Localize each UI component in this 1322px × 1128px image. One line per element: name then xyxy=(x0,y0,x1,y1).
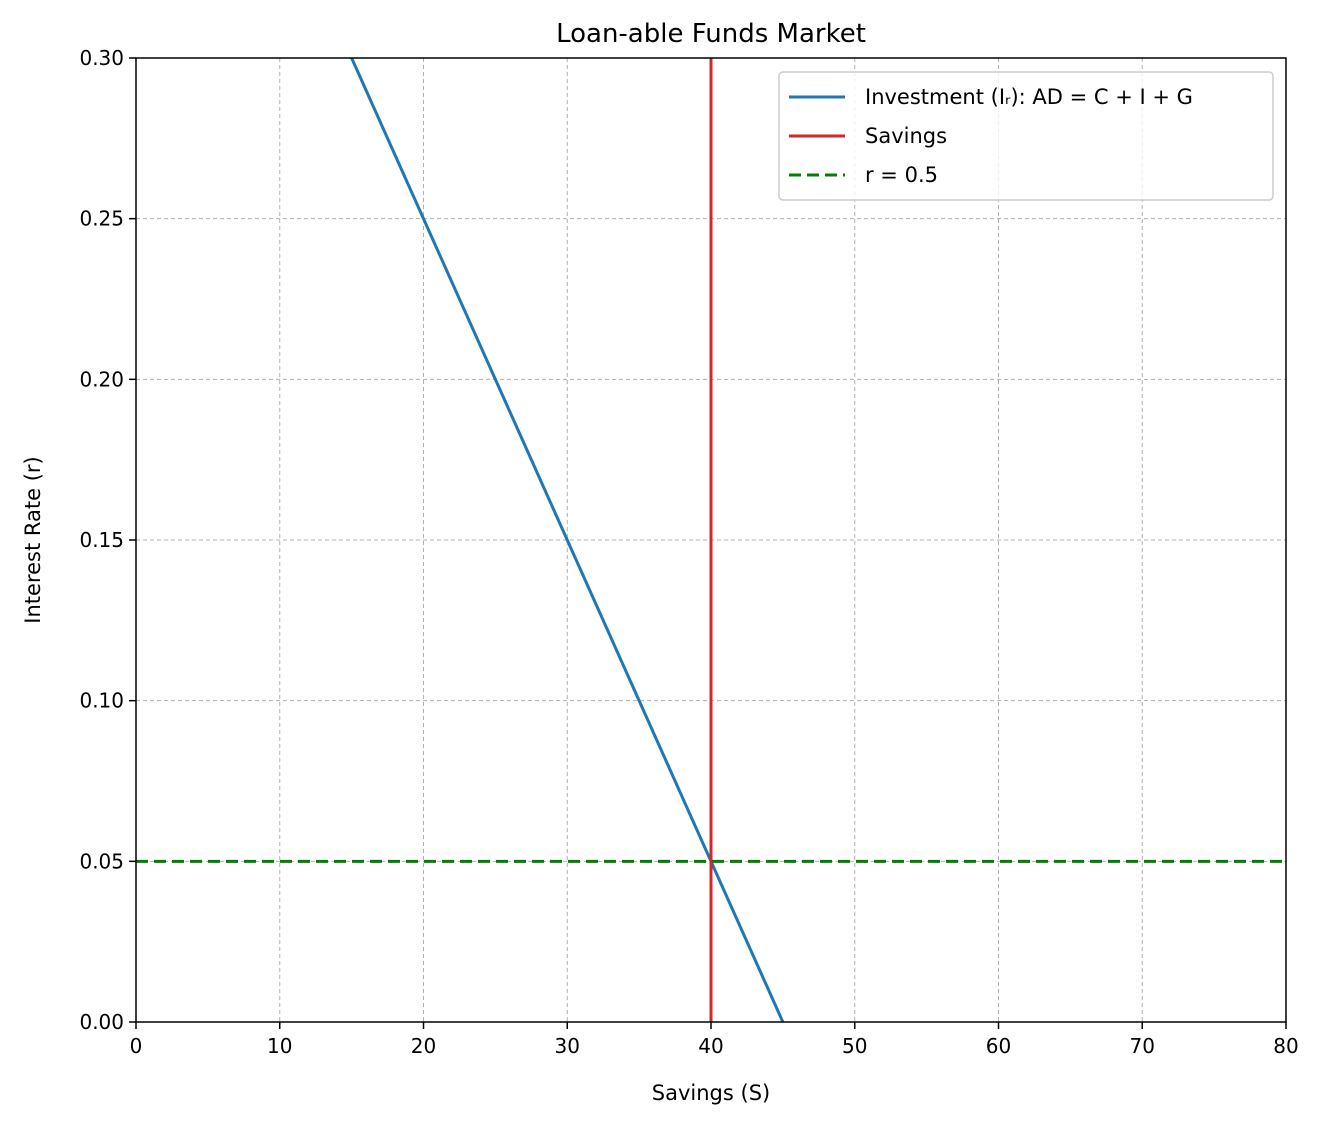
x-tick-label: 50 xyxy=(842,1034,867,1058)
y-axis-label: Interest Rate (r) xyxy=(21,456,45,623)
y-tick-label: 0.25 xyxy=(79,207,124,231)
legend-box xyxy=(778,71,1274,201)
x-tick-label: 60 xyxy=(986,1034,1011,1058)
tick-layer: 0 10 20 30 40 50 60 70 80 0.00 0.05 0.10 0.15 0.20 0.2… xyxy=(79,46,1298,1058)
legend-label: r = 0.5 xyxy=(865,163,938,187)
legend: Investment (Iᵣ): AD = C + I + G Savings r … xyxy=(778,71,1274,201)
y-tick-label: 0.00 xyxy=(79,1010,124,1034)
x-tick-label: 70 xyxy=(1130,1034,1155,1058)
y-tick-label: 0.30 xyxy=(79,46,124,70)
x-tick-label: 0 xyxy=(130,1034,143,1058)
y-tick-label: 0.15 xyxy=(79,528,124,552)
x-tick-label: 30 xyxy=(555,1034,580,1058)
y-tick-label: 0.20 xyxy=(79,367,124,391)
legend-item-r: r = 0.5 xyxy=(789,163,938,187)
x-tick-label: 80 xyxy=(1273,1034,1298,1058)
legend-label: Savings xyxy=(865,124,947,148)
chart-title: Loan-able Funds Market xyxy=(556,19,866,49)
x-tick-label: 20 xyxy=(411,1034,436,1058)
y-tick-label: 0.10 xyxy=(79,689,124,713)
x-tick-label: 10 xyxy=(267,1034,292,1058)
legend-label: Investment (Iᵣ): AD = C + I + G xyxy=(865,85,1193,109)
x-tick-label: 40 xyxy=(698,1034,723,1058)
legend-item-savings: Savings xyxy=(789,124,947,148)
series-layer xyxy=(136,57,1286,1023)
legend-item-investment: Investment (Iᵣ): AD = C + I + G xyxy=(789,85,1193,109)
y-tick-label: 0.05 xyxy=(79,849,124,873)
x-axis-label: Savings (S) xyxy=(652,1081,770,1105)
